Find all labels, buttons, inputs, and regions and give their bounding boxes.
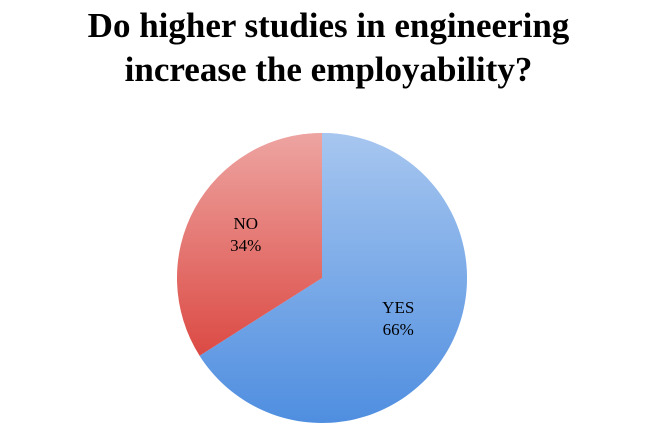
slice-label: NO — [233, 214, 258, 233]
slice-value-label: 34% — [230, 236, 261, 255]
slice-label: YES — [382, 298, 414, 317]
title-box: Do higher studies in engineering increas… — [0, 4, 657, 92]
slice-shading — [176, 133, 322, 356]
slice-shading — [199, 133, 467, 423]
slice-value-label: 66% — [383, 320, 414, 339]
chart-title: Do higher studies in engineering increas… — [87, 6, 570, 89]
